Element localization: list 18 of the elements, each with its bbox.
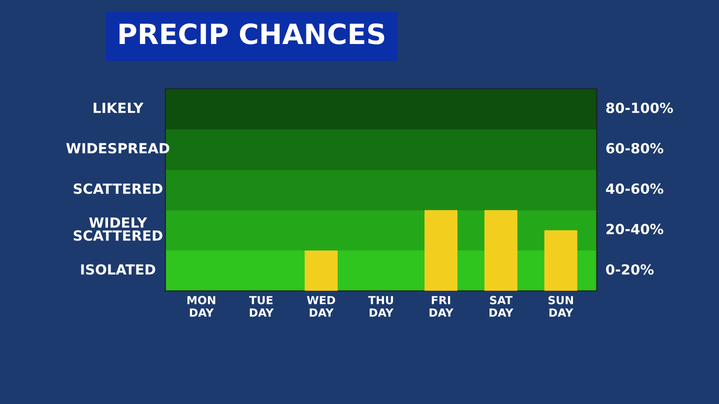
x-tick-label: FRI DAY: [430, 296, 454, 317]
x-tick-label: TUE DAY: [249, 296, 274, 317]
x-tick-label: SAT DAY: [490, 296, 514, 317]
x-tick-label: THU DAY: [368, 296, 394, 317]
band-label: LIKELY: [94, 102, 144, 113]
band-label: WIDESPREAD: [66, 143, 170, 154]
band-label: WIDELY SCATTERED: [74, 218, 162, 241]
chart-title: PRECIP CHANCES: [120, 23, 384, 44]
text: 40-60%: [606, 183, 664, 194]
x-tick-label: SUN DAY: [548, 296, 574, 317]
text: 60-80%: [606, 143, 664, 154]
band-label: SCATTERED: [74, 183, 162, 194]
text: 0-20%: [606, 264, 654, 275]
x-tick-label: WED DAY: [306, 296, 336, 317]
band-label: ISOLATED: [81, 264, 156, 275]
x-tick-label: MON DAY: [187, 296, 216, 317]
text: 80-100%: [606, 102, 673, 114]
text: 20-40%: [606, 224, 664, 234]
